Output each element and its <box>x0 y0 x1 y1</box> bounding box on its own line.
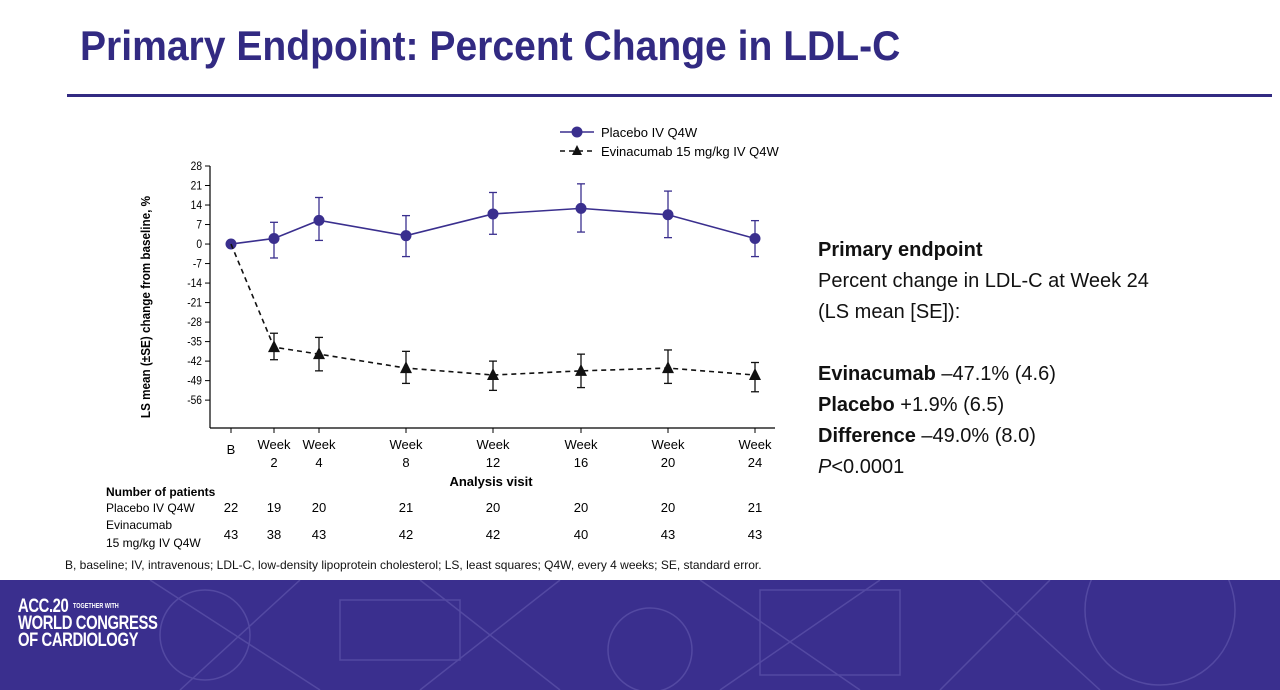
logo-line1: ACC.20 <box>18 596 69 617</box>
patients-count-placebo: 21 <box>399 500 413 515</box>
patients-count-evinacumab: 40 <box>574 527 588 542</box>
y-tick-label: -7 <box>193 258 202 271</box>
primary-endpoint-line1: Percent change in LDL-C at Week 24 <box>818 270 1149 292</box>
patients-row-label: Evinacumab <box>106 518 172 532</box>
p-value: P<0.0001 <box>818 452 1258 483</box>
data-point-placebo <box>749 232 761 244</box>
primary-endpoint-heading: Primary endpoint <box>818 239 983 261</box>
data-point-placebo <box>268 232 280 244</box>
data-point-placebo <box>575 202 587 214</box>
slide-title: Primary Endpoint: Percent Change in LDL-… <box>80 22 901 69</box>
series-line-evinacumab <box>230 243 756 376</box>
result-label: Evinacumab <box>818 363 936 385</box>
patients-row-label: 15 mg/kg IV Q4W <box>106 536 201 550</box>
x-tick-label: 2 <box>270 455 277 470</box>
x-tick-label: 16 <box>574 455 588 470</box>
data-point-placebo <box>662 209 674 221</box>
result-value: –47.1% (4.6) <box>935 363 1056 385</box>
y-tick-label: 7 <box>196 219 202 232</box>
patients-header: Number of patients <box>106 485 216 499</box>
x-tick-label: Week <box>258 437 291 452</box>
result-value: –49.0% (8.0) <box>915 425 1036 447</box>
patients-count-evinacumab: 43 <box>312 527 326 542</box>
patients-count-evinacumab: 42 <box>399 527 413 542</box>
legend-label: Placebo IV Q4W <box>601 125 698 140</box>
x-tick-label: 20 <box>661 455 675 470</box>
patients-count-evinacumab: 43 <box>748 527 762 542</box>
series-line-placebo <box>230 207 756 245</box>
result-difference: Difference –49.0% (8.0) <box>818 421 1258 452</box>
banner-pattern <box>149 580 1236 690</box>
footer-banner: ACC.20 TOGETHER WITH WORLD CONGRESS OF CA… <box>0 580 1280 690</box>
y-tick-label: -14 <box>187 277 202 290</box>
title-divider <box>67 94 1272 97</box>
data-point-placebo <box>487 208 499 220</box>
x-tick-label: 24 <box>748 455 762 470</box>
patients-count-evinacumab: 43 <box>661 527 675 542</box>
result-label: Placebo <box>818 394 895 416</box>
patients-count-placebo: 20 <box>661 500 675 515</box>
data-point-evinacumab <box>487 368 499 381</box>
result-evinacumab: Evinacumab –47.1% (4.6) <box>818 359 1258 390</box>
x-tick-label: 4 <box>315 455 322 470</box>
logo-line2: WORLD CONGRESS <box>18 613 158 634</box>
result-label: Difference <box>818 425 916 447</box>
patients-count-placebo: 22 <box>224 500 238 515</box>
logo-line3: OF CARDIOLOGY <box>18 630 139 651</box>
ldl-change-chart: 28 21 14 7 0 -7 -14 -21 -28 -35 -42 -49 -56 B Week 2 Wee… <box>106 125 779 550</box>
x-tick-label: 12 <box>486 455 500 470</box>
y-tick-label: -56 <box>187 394 202 407</box>
x-tick-label: Week <box>303 437 336 452</box>
x-tick-label: Week <box>652 437 685 452</box>
x-tick-label: 8 <box>402 455 409 470</box>
y-tick-label: -42 <box>187 355 202 368</box>
data-point-evinacumab <box>268 340 280 353</box>
data-point-evinacumab <box>662 361 674 374</box>
patients-count-evinacumab: 43 <box>224 527 238 542</box>
x-tick-label: Week <box>477 437 510 452</box>
result-value: +1.9% (6.5) <box>894 394 1005 416</box>
legend-marker-triangle <box>572 145 582 155</box>
data-point-evinacumab <box>400 361 412 374</box>
result-placebo: Placebo +1.9% (6.5) <box>818 390 1258 421</box>
y-tick-label: -21 <box>187 297 202 310</box>
data-point-placebo <box>400 230 412 242</box>
x-axis-title: Analysis visit <box>449 474 533 489</box>
legend-label: Evinacumab 15 mg/kg IV Q4W <box>601 144 779 159</box>
patients-count-placebo: 20 <box>486 500 500 515</box>
y-axis-title: LS mean (±SE) change from baseline, % <box>138 196 153 418</box>
y-tick-label: -28 <box>187 316 202 329</box>
primary-endpoint-panel: Primary endpoint Percent change in LDL-C… <box>818 235 1258 483</box>
data-point-evinacumab <box>575 363 587 376</box>
patients-count-placebo: 21 <box>748 500 762 515</box>
x-tick-label: B <box>227 442 236 457</box>
primary-endpoint-line2: (LS mean [SE]): <box>818 301 961 323</box>
x-tick-label: Week <box>565 437 598 452</box>
p-rest: <0.0001 <box>831 456 905 478</box>
y-tick-label: 0 <box>196 238 202 251</box>
y-tick-label: 14 <box>191 199 202 212</box>
x-tick-label: Week <box>390 437 423 452</box>
logo-tag: TOGETHER WITH <box>73 603 119 610</box>
y-tick-label: -35 <box>187 336 202 349</box>
y-tick-label: -49 <box>187 375 202 388</box>
y-tick-label: 28 <box>191 160 202 173</box>
patients-count-evinacumab: 38 <box>267 527 281 542</box>
x-tick-label: Week <box>739 437 772 452</box>
data-point-evinacumab <box>313 347 325 360</box>
patients-count-placebo: 20 <box>574 500 588 515</box>
data-point-evinacumab <box>749 368 761 381</box>
patients-count-placebo: 20 <box>312 500 326 515</box>
patients-count-evinacumab: 42 <box>486 527 500 542</box>
p-italic: P <box>818 456 832 478</box>
patients-row-label: Placebo IV Q4W <box>106 501 195 515</box>
y-tick-label: 21 <box>191 180 202 193</box>
patients-count-placebo: 19 <box>267 500 281 515</box>
data-point-placebo <box>313 214 325 226</box>
footnote: B, baseline; IV, intravenous; LDL-C, low… <box>65 558 762 572</box>
legend-marker-circle <box>571 126 583 138</box>
acc-wcc-logo: ACC.20 TOGETHER WITH WORLD CONGRESS OF CA… <box>18 596 158 651</box>
